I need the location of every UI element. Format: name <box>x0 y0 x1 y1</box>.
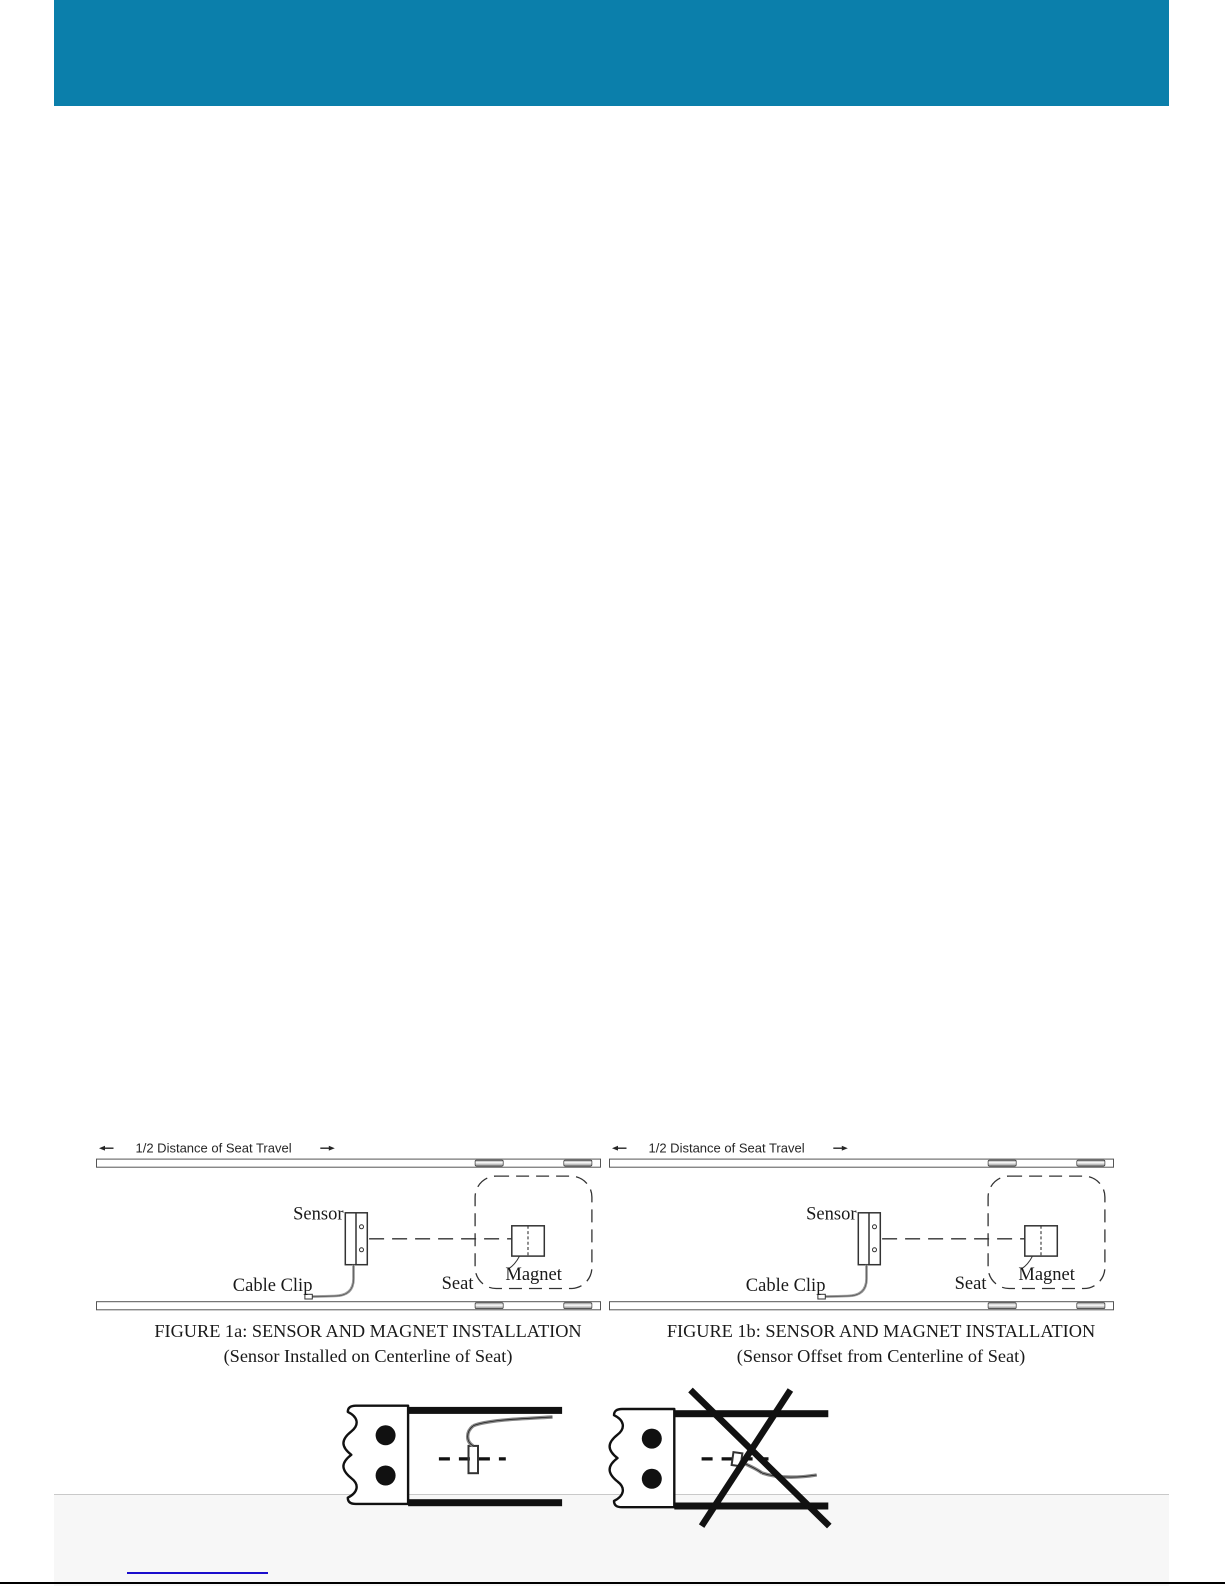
svg-text:(Sensor Offset from Centerline: (Sensor Offset from Centerline of Seat) <box>737 1346 1026 1367</box>
svg-text:FIGURE 1b: SENSOR AND MAGNET I: FIGURE 1b: SENSOR AND MAGNET INSTALLATIO… <box>667 1321 1095 1341</box>
svg-text:FIGURE 1a: SENSOR AND MAGNET I: FIGURE 1a: SENSOR AND MAGNET INSTALLATIO… <box>154 1321 581 1341</box>
svg-text:(Sensor Installed on Centerlin: (Sensor Installed on Centerline of Seat) <box>224 1346 513 1367</box>
